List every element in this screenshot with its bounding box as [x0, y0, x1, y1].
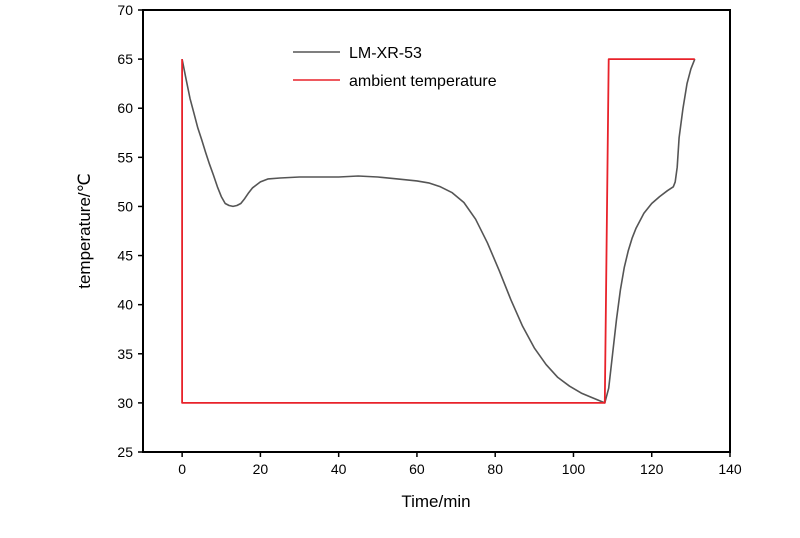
series-line-ambient-temperature [181, 58, 695, 404]
y-tick-label: 35 [117, 346, 133, 362]
x-tick-label: 80 [487, 461, 503, 477]
y-axis: 25 30 35 40 45 50 55 60 65 70 [117, 2, 143, 460]
y-tick-label: 40 [117, 297, 133, 313]
x-axis: 0 20 40 60 80 100 120 140 [178, 452, 742, 477]
x-tick-label: 60 [409, 461, 425, 477]
x-axis-title: Time/min [401, 492, 470, 511]
x-tick-label: 140 [718, 461, 742, 477]
y-tick-label: 65 [117, 51, 133, 67]
legend-label-ambient-temperature: ambient temperature [349, 73, 497, 90]
y-tick-label: 60 [117, 100, 133, 116]
x-tick-label: 40 [331, 461, 347, 477]
y-tick-label: 55 [117, 149, 133, 165]
y-tick-label: 25 [117, 444, 133, 460]
legend: LM-XR-53 ambient temperature [293, 45, 497, 90]
x-tick-label: 20 [253, 461, 269, 477]
x-tick-label: 0 [178, 461, 186, 477]
y-tick-label: 45 [117, 248, 133, 264]
y-tick-label: 30 [117, 395, 133, 411]
legend-label-lm-xr-53: LM-XR-53 [349, 45, 422, 62]
series-layer [181, 58, 696, 404]
y-axis-title: temperature/℃ [75, 173, 94, 288]
x-tick-label: 100 [562, 461, 586, 477]
x-tick-label: 120 [640, 461, 664, 477]
series-line-lm-xr-53 [181, 58, 696, 404]
plot-frame [142, 9, 731, 453]
y-tick-label: 50 [117, 198, 133, 214]
y-tick-label: 70 [117, 2, 133, 18]
